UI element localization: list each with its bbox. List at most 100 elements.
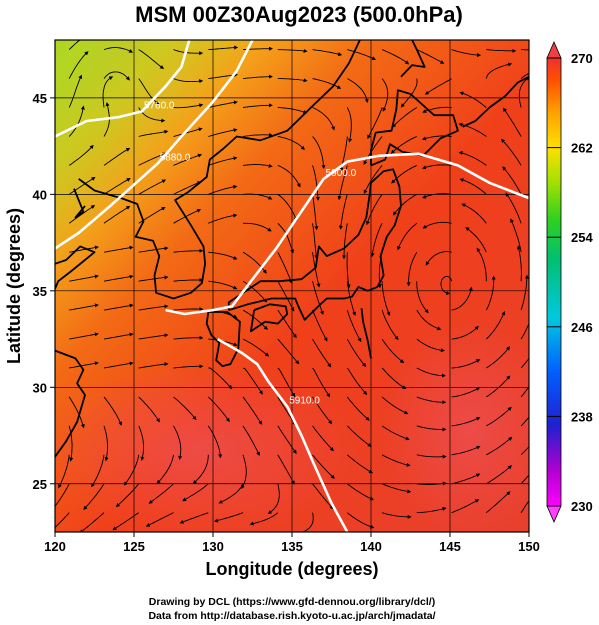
streamline <box>102 76 114 108</box>
streamline <box>381 49 410 65</box>
colorbar-bottom-triangle <box>546 505 562 523</box>
streamline <box>312 165 320 201</box>
x-tick-label: 140 <box>360 539 382 554</box>
streamline <box>242 132 273 137</box>
streamline <box>103 332 134 340</box>
cold-region-shading <box>55 40 250 320</box>
streamline <box>69 361 99 369</box>
streamline <box>416 425 447 432</box>
streamline <box>242 103 273 108</box>
streamline <box>277 136 305 151</box>
contour-line <box>165 152 529 316</box>
streamline <box>381 281 391 317</box>
streamline <box>138 304 169 311</box>
streamline <box>103 245 134 253</box>
streamline <box>312 396 333 425</box>
streamline <box>173 181 202 195</box>
streamline <box>520 416 529 427</box>
streamline <box>277 107 308 114</box>
streamline <box>173 49 204 56</box>
streamline <box>416 367 446 378</box>
streamline <box>68 105 85 137</box>
streamline <box>68 51 89 79</box>
streamline <box>208 367 233 390</box>
streamline <box>486 465 513 485</box>
streamline <box>240 454 247 490</box>
streamline <box>277 309 297 339</box>
streamline <box>173 103 204 109</box>
streamline <box>312 49 343 57</box>
streamline <box>416 49 445 64</box>
streamline <box>242 251 267 274</box>
colorbar-tick-label: 246 <box>571 320 593 335</box>
streamline <box>458 151 487 166</box>
y-tick-label: 45 <box>33 91 47 106</box>
streamline <box>367 107 383 140</box>
streamline <box>242 280 268 303</box>
streamline <box>103 205 131 224</box>
streamline <box>337 165 348 201</box>
streamline <box>173 396 197 421</box>
streamline <box>346 309 362 343</box>
streamline <box>138 179 167 195</box>
streamline <box>312 223 319 260</box>
streamline <box>312 483 334 510</box>
streamline <box>173 364 204 369</box>
streamline <box>400 78 418 108</box>
streamline <box>381 425 410 441</box>
contour-line <box>55 40 191 138</box>
streamline <box>103 147 131 166</box>
streamline <box>421 164 452 170</box>
streamline <box>363 165 383 195</box>
streamline <box>416 454 447 459</box>
streamline <box>68 40 81 50</box>
streamline <box>138 206 166 224</box>
streamline <box>486 346 511 369</box>
streamline <box>277 338 300 365</box>
streamline <box>346 425 372 447</box>
streamline <box>502 166 522 195</box>
streamline <box>267 483 280 514</box>
streamline <box>451 473 481 485</box>
streamline <box>242 367 263 395</box>
streamline <box>391 164 417 184</box>
streamline <box>312 309 328 342</box>
streamline <box>421 135 452 141</box>
streamline <box>277 396 297 426</box>
streamline <box>138 152 167 166</box>
streamline <box>505 192 522 224</box>
streamline <box>485 62 513 79</box>
streamline <box>422 193 452 199</box>
streamline <box>55 512 70 529</box>
streamline <box>486 48 517 53</box>
streamline <box>416 506 447 514</box>
coastline <box>462 75 529 128</box>
streamline <box>68 176 96 195</box>
streamline <box>390 136 417 154</box>
streamline <box>459 178 487 195</box>
streamline <box>277 164 301 188</box>
streamline <box>458 122 487 137</box>
contour-label: 5760.0 <box>144 100 175 111</box>
streamline <box>516 245 522 282</box>
streamline <box>218 483 244 504</box>
streamline <box>347 512 375 529</box>
streamline <box>179 512 209 524</box>
streamline <box>346 367 368 396</box>
streamline <box>381 367 407 390</box>
streamline <box>465 227 487 253</box>
credit-line-1: Drawing by DCL (https://www.gfd-dennou.o… <box>149 596 435 608</box>
contour-label: 5910.0 <box>289 396 320 407</box>
y-tick-label: 30 <box>33 380 47 395</box>
colorbar-tick-label: 270 <box>571 51 593 66</box>
colorbar-tick-label: 254 <box>571 230 593 245</box>
colorbar-tick-label: 262 <box>571 141 593 156</box>
streamline <box>451 416 481 427</box>
map-plot-area: 5760.0 5880.0 5900.0 5910.0 <box>55 40 529 532</box>
contour-line <box>55 40 254 250</box>
coastline <box>400 40 426 78</box>
streamline <box>68 425 74 462</box>
streamline <box>486 436 513 456</box>
streamline <box>208 251 238 260</box>
streamline <box>520 446 529 456</box>
